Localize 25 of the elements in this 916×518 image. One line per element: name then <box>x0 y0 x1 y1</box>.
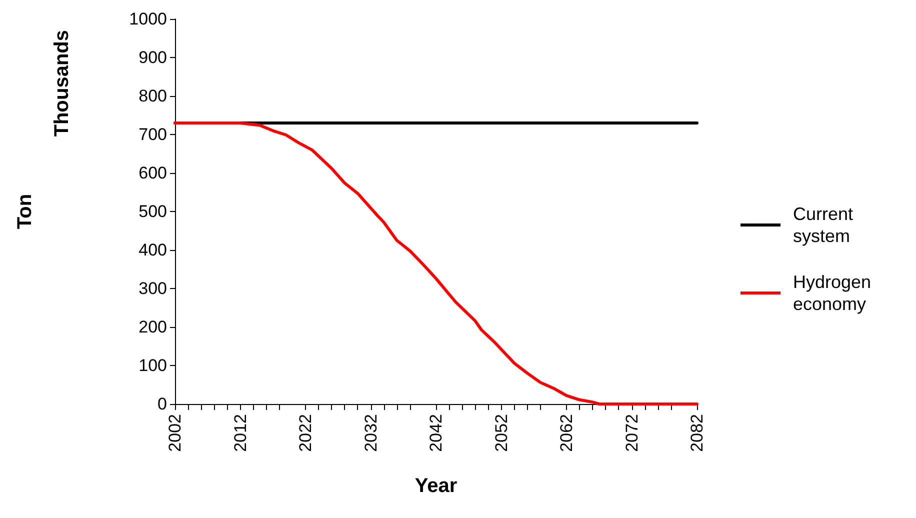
y-tick-label: 700 <box>138 125 167 144</box>
x-tick-label: 2002 <box>166 414 184 452</box>
y-axis-title: Ton <box>14 194 36 230</box>
y-tick-label: 200 <box>138 318 167 336</box>
legend-label: Hydrogen economy <box>793 272 872 314</box>
text: Thousands <box>51 30 73 137</box>
y-tick-label: 300 <box>138 279 167 298</box>
legend-label: Current system <box>793 204 854 246</box>
y-tick-label: 100 <box>138 356 167 375</box>
x-tick-label: 2082 <box>688 414 706 452</box>
y-tick-label: 400 <box>138 240 167 260</box>
x-tick-label: 2012 <box>230 414 250 452</box>
x-tick-label: 2072 <box>622 414 642 452</box>
x-axis-title: Year <box>414 475 458 497</box>
y-tick-label: 800 <box>138 86 167 106</box>
x-tick-label: 2022 <box>296 414 315 452</box>
x-tick-label: 2052 <box>492 414 511 452</box>
y-tick-label: 500 <box>138 202 167 221</box>
y-tick-label: 600 <box>138 164 167 182</box>
x-tick-label: 2042 <box>426 414 446 452</box>
y-tick-label: 0 <box>158 394 167 414</box>
y-tick-label: 1000 <box>129 10 167 28</box>
x-tick-label: 2032 <box>361 414 380 452</box>
y-tick-label: 900 <box>138 48 167 67</box>
x-tick-label: 2062 <box>557 414 576 452</box>
